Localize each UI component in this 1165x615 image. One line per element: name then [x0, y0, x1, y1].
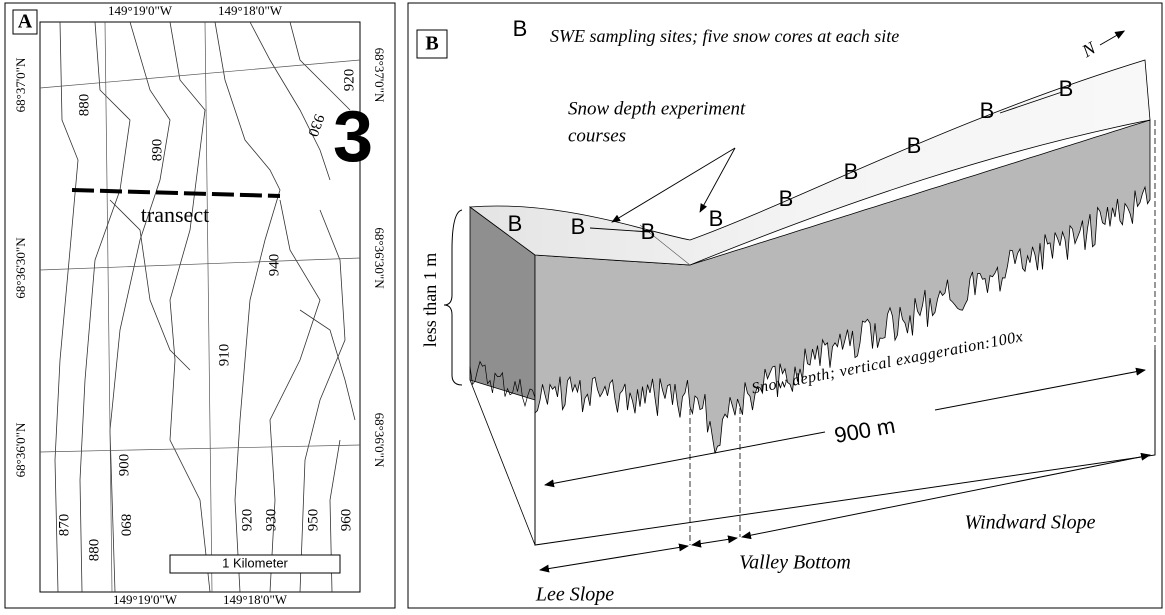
contour-label: 900 [116, 454, 132, 477]
legend-text: SWE sampling sites; five snow cores at e… [550, 26, 899, 46]
contour-label: 890 [149, 139, 165, 162]
slope-arrow [540, 546, 688, 570]
depth-label: less than 1 m [420, 253, 440, 348]
contour-label: 960 [338, 509, 354, 532]
longitude-label: 149°18'0"W [223, 592, 288, 607]
sampling-site: B [571, 214, 586, 239]
latitude-label: 68°36'30"N [13, 237, 28, 299]
sampling-site: B [844, 159, 859, 184]
contour-label: 950 [305, 509, 321, 532]
contour-label: 880 [86, 539, 102, 562]
contour-label: 920 [239, 509, 255, 532]
course-label: courses [568, 125, 626, 146]
contour-label: 890 [118, 514, 134, 537]
course-label: Snow depth experiment [568, 98, 746, 119]
map-number: 3 [333, 97, 373, 177]
length-arrow [935, 370, 1145, 410]
panel-label: A [18, 11, 33, 33]
longitude-label: 149°18'0"W [218, 3, 283, 18]
figure: 1 Kilometer A 3 transect B B SWE samplin… [0, 0, 1165, 610]
scale-bar-label: 1 Kilometer [222, 555, 288, 570]
slope-label: Windward Slope [965, 512, 1096, 534]
contour-label: 930 [263, 509, 279, 532]
sampling-site: B [709, 206, 724, 231]
contour-label: 880 [76, 94, 92, 117]
slope-arrow [692, 538, 737, 545]
slope-label: Valley Bottom [739, 552, 851, 574]
sampling-site: B [641, 219, 656, 244]
longitude-label: 149°19'0"W [108, 3, 173, 18]
contour-label: 920 [341, 69, 357, 92]
latitude-label: 68°36'0"N [13, 422, 28, 477]
north-label: N [1078, 37, 1100, 61]
latitude-label: 68°36'0"N [372, 413, 387, 468]
contour-label: 910 [216, 344, 232, 367]
sampling-site: B [1059, 76, 1074, 101]
legend-symbol: B [513, 16, 528, 41]
latitude-label: 68°37'0"N [372, 48, 387, 103]
sampling-site: B [508, 211, 523, 236]
latitude-label: 68°37'0"N [13, 57, 28, 112]
sampling-site: B [980, 98, 995, 123]
slope-label: Lee Slope [535, 584, 614, 606]
latitude-label: 68°36'30"N [372, 227, 387, 289]
contour-label: 870 [56, 514, 72, 537]
length-arrow [545, 432, 825, 485]
sampling-site: B [907, 133, 922, 158]
transect-label: transect [141, 202, 209, 227]
sampling-site: B [779, 186, 794, 211]
depth-brace [444, 210, 462, 385]
length-label: 900 m [832, 413, 897, 448]
longitude-label: 149°19'0"W [113, 592, 178, 607]
north-arrow: N [1078, 21, 1129, 62]
panel-label: B [425, 33, 438, 55]
contour-label: 940 [266, 254, 282, 277]
